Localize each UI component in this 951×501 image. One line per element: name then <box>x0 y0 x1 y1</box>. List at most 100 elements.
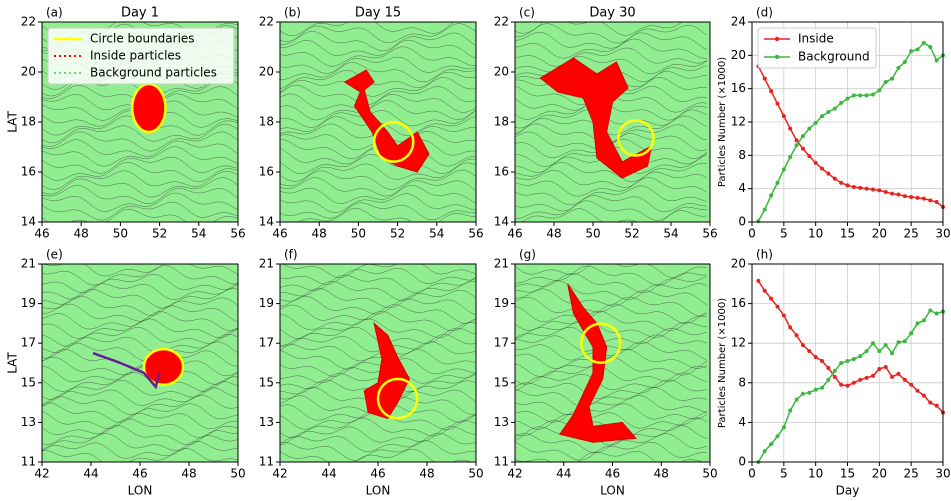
x-axis-label: LON <box>366 484 391 498</box>
series-point <box>769 89 774 94</box>
map-area <box>515 264 710 462</box>
trajectory <box>92 351 161 390</box>
series-point <box>845 96 850 101</box>
contour <box>42 162 238 183</box>
contour <box>515 365 708 385</box>
y-tick-label: 17 <box>494 336 509 350</box>
series-point <box>762 449 767 454</box>
contour <box>42 201 238 221</box>
contour <box>515 195 708 213</box>
contour <box>280 202 476 221</box>
contour <box>515 450 705 462</box>
series-point <box>864 93 869 98</box>
map-area <box>42 264 238 462</box>
contour <box>515 372 708 392</box>
map-background <box>515 22 710 222</box>
contour <box>42 418 238 438</box>
contour <box>280 100 476 121</box>
x-tick-label: 48 <box>74 227 89 241</box>
contour <box>43 264 238 277</box>
x-tick-label: 52 <box>152 227 167 241</box>
series-point <box>909 49 914 54</box>
x-tick-label: 30 <box>935 467 950 481</box>
x-axis-label: LON <box>128 484 153 498</box>
contour <box>515 272 708 294</box>
y-tick-label: 18 <box>259 115 274 129</box>
series-point <box>813 160 818 165</box>
contour <box>280 267 476 285</box>
x-tick-label: 25 <box>904 467 919 481</box>
contour <box>515 348 708 369</box>
particle-disk <box>142 347 185 387</box>
series-point <box>921 318 926 323</box>
series-point <box>769 193 774 198</box>
series-point <box>921 40 926 45</box>
legend-label: Background <box>798 50 870 64</box>
series-point <box>902 194 907 199</box>
contour <box>280 22 455 37</box>
y-tick-label: 0 <box>738 215 746 229</box>
series-point <box>934 403 939 408</box>
legend-box <box>47 27 235 85</box>
series-point <box>807 154 812 159</box>
series-point <box>781 425 786 430</box>
contour <box>280 154 476 174</box>
panel-label: (e) <box>46 248 63 262</box>
contour <box>42 410 238 430</box>
panel: 42 44 46 48 50 11 13 15 17 19 21 (g) LON <box>494 248 718 498</box>
contour <box>42 349 238 370</box>
particle-cloud <box>343 69 430 173</box>
y-tick-label: 17 <box>259 336 274 350</box>
contour <box>515 264 708 278</box>
contour <box>42 387 238 407</box>
series-point <box>781 313 786 318</box>
series-point <box>896 340 901 345</box>
x-tick-label: 46 <box>507 227 522 241</box>
contour <box>42 318 238 339</box>
series-point <box>902 339 907 344</box>
series-point <box>864 349 869 354</box>
x-tick-label: 42 <box>272 467 287 481</box>
series-point <box>890 76 895 81</box>
contour <box>280 417 476 438</box>
series-point <box>909 195 914 199</box>
series-point <box>775 434 780 439</box>
contour <box>515 379 708 399</box>
x-tick-label: 48 <box>181 467 196 481</box>
panel-label: (a) <box>46 6 63 20</box>
contour <box>280 311 476 332</box>
y-tick-label: 20 <box>494 65 509 79</box>
contour <box>515 47 708 67</box>
panel: 46 48 50 52 54 56 14 16 18 20 22 (b) Day 15 <box>259 6 484 241</box>
contour <box>280 281 476 301</box>
particle-cloud <box>363 322 410 420</box>
series-point <box>820 385 825 390</box>
contour <box>42 295 238 316</box>
contour <box>280 193 476 213</box>
circle-boundary <box>580 322 622 364</box>
series-point <box>762 76 767 81</box>
legend-label: Inside <box>798 32 834 46</box>
contour <box>42 356 238 377</box>
x-tick-label: 5 <box>780 227 788 241</box>
y-tick-label: 21 <box>494 257 509 271</box>
contour <box>42 192 238 212</box>
contour <box>515 22 683 36</box>
panel-title: Day 1 <box>121 6 159 21</box>
contour <box>515 387 708 408</box>
series-point <box>877 188 882 193</box>
contour <box>515 296 708 316</box>
y-tick-label: 18 <box>494 115 509 129</box>
series-point <box>781 114 786 119</box>
x-tick-label: 46 <box>272 227 287 241</box>
contour <box>280 39 476 59</box>
series-point <box>813 120 818 125</box>
contour <box>42 265 238 286</box>
contour <box>280 274 476 293</box>
x-tick-label: 54 <box>429 227 444 241</box>
series-point <box>921 196 926 201</box>
contour <box>515 115 708 136</box>
series-point <box>839 382 844 387</box>
y-tick-label: 20 <box>259 65 274 79</box>
